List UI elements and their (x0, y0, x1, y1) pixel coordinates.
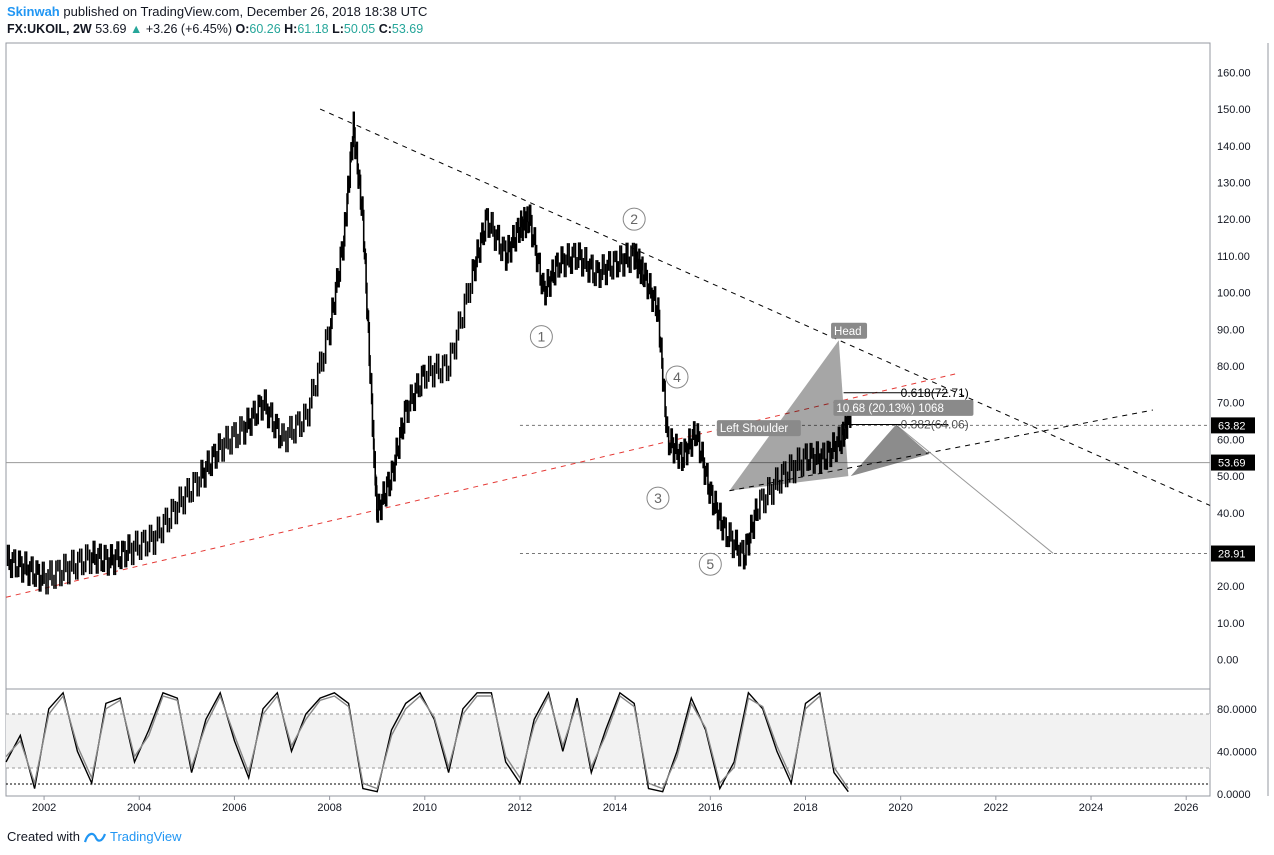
main-pane-frame (5, 42, 1211, 690)
close-label: C: (378, 22, 392, 36)
y-tick-label: 20.00 (1217, 581, 1245, 593)
fib-382-label: 0.382(64.06) (901, 418, 969, 432)
price-axis-tag-text: 28.91 (1218, 549, 1246, 561)
published-text: published on TradingView.com, December 2… (63, 4, 428, 19)
rising-neckline (729, 409, 1153, 492)
x-tick-label: 2018 (793, 802, 817, 814)
y-tick-label: 140.00 (1217, 141, 1251, 153)
close-value: 53.69 (391, 22, 424, 36)
drawings-layer (5, 108, 1211, 598)
y-tick-label: 80.00 (1217, 361, 1245, 373)
time-axis: 2002 2004 2006 2008 2010 2012 2014 2016 2018 2020… (32, 796, 1198, 814)
wave-circle (665, 365, 689, 389)
fib-618-label: 0.618(72.71) (901, 386, 969, 400)
y-tick-label: 100.00 (1217, 288, 1251, 300)
price-axis-tag-text: 63.82 (1218, 420, 1246, 432)
price-axis-tag (1211, 454, 1255, 471)
x-tick-label: 2006 (222, 802, 246, 814)
footer: Created with TradingView (7, 829, 182, 844)
tradingview-logo-icon[interactable] (83, 830, 106, 844)
y-tick-label: 150.00 (1217, 104, 1251, 116)
x-tick-label: 2002 (32, 802, 56, 814)
author-link[interactable]: Skinwah (7, 4, 60, 19)
stoch-tick-label: 0.0000 (1217, 789, 1251, 801)
stoch-axis: 80.0000 40.0000 0.0000 (1217, 704, 1257, 801)
price-chart[interactable]: 160.00150.00140.00130.00120.00110.00100.… (0, 0, 1274, 820)
publish-info: Skinwah published on TradingView.com, De… (7, 4, 427, 19)
last-price: 53.69 (95, 22, 127, 36)
low-label: L: (332, 22, 344, 36)
price-axis: 160.00 150.00 140.00 130.00 120.00 110.00 100.… (1217, 67, 1251, 666)
x-tick-label: 2004 (127, 802, 151, 814)
red-support-trendline (5, 372, 958, 598)
x-tick-label: 2008 (317, 802, 341, 814)
tradingview-brand[interactable]: TradingView (109, 829, 182, 844)
price-axis-tag (1211, 417, 1255, 434)
measure-label: 10.68 (20.13%) 1068 (836, 403, 943, 415)
left-shoulder-label-bg (716, 420, 801, 437)
stoch-tick-label: 80.0000 (1217, 704, 1257, 716)
high-value: 61.18 (297, 22, 329, 36)
left-shoulder-label: Left Shoulder (720, 423, 789, 435)
price-axis-tag (1211, 545, 1255, 562)
price-change: +3.26 (+6.45%) (145, 22, 232, 36)
wave-label: 3 (654, 490, 662, 506)
annotation-layer: 63.82 53.69 28.91 Head Left Shoulder 10.68 (2… (529, 207, 1255, 576)
x-tick-label: 2010 (413, 802, 437, 814)
x-tick-label: 2026 (1174, 802, 1198, 814)
open-label: O: (235, 22, 250, 36)
projection-triangle (850, 424, 930, 477)
x-tick-label: 2012 (508, 802, 532, 814)
y-tick-label: 0.00 (1217, 655, 1238, 667)
open-value: 60.26 (249, 22, 281, 36)
price-series (6, 111, 852, 595)
y-tick-label: 90.00 (1217, 324, 1245, 336)
y-tick-label: 10.00 (1217, 618, 1245, 630)
x-tick-label: 2020 (888, 802, 912, 814)
y-tick-label: 60.00 (1217, 434, 1245, 446)
head-label: Head (834, 326, 862, 338)
x-tick-label: 2016 (698, 802, 722, 814)
stoch-line (5, 694, 849, 790)
x-tick-label: 2022 (984, 802, 1008, 814)
symbol-label: FX:UKOIL, 2W (7, 22, 92, 36)
head-label-bg (831, 322, 868, 339)
y-tick-label: 50.00 (1217, 471, 1245, 483)
stoch-series (5, 690, 849, 793)
created-with-text: Created with (7, 829, 80, 844)
wave-label: 2 (630, 211, 638, 227)
high-label: H: (284, 22, 298, 36)
y-tick-label: 70.00 (1217, 398, 1245, 410)
measure-label-bg (833, 399, 974, 416)
x-tick-label: 2024 (1079, 802, 1103, 814)
wave-label: 5 (706, 556, 714, 572)
y-tick-label: 110.00 (1217, 251, 1250, 263)
y-tick-label: 40.00 (1217, 508, 1245, 520)
price-axis-tag-text: 53.69 (1218, 458, 1246, 470)
wave-label: 4 (673, 369, 681, 385)
x-tick-label: 2014 (603, 802, 627, 814)
low-value: 50.05 (343, 22, 376, 36)
up-arrow-icon: ▲ (129, 22, 143, 36)
y-tick-label: 130.00 (1217, 177, 1251, 189)
stoch-tick-label: 40.0000 (1217, 746, 1257, 758)
y-tick-label: 160.00 (1217, 67, 1251, 79)
y-tick-label: 120.00 (1217, 214, 1251, 226)
wave-circle (698, 552, 722, 576)
wave-circle (622, 207, 646, 231)
symbol-legend: FX:UKOIL, 2W 53.69 ▲ +3.26 (+6.45%) O:60… (7, 22, 423, 36)
wave-circle (529, 325, 553, 349)
wave-label: 1 (537, 329, 545, 345)
target-projection-line (895, 424, 1054, 554)
wave-circle (646, 486, 670, 510)
descending-trendline (319, 108, 1211, 506)
